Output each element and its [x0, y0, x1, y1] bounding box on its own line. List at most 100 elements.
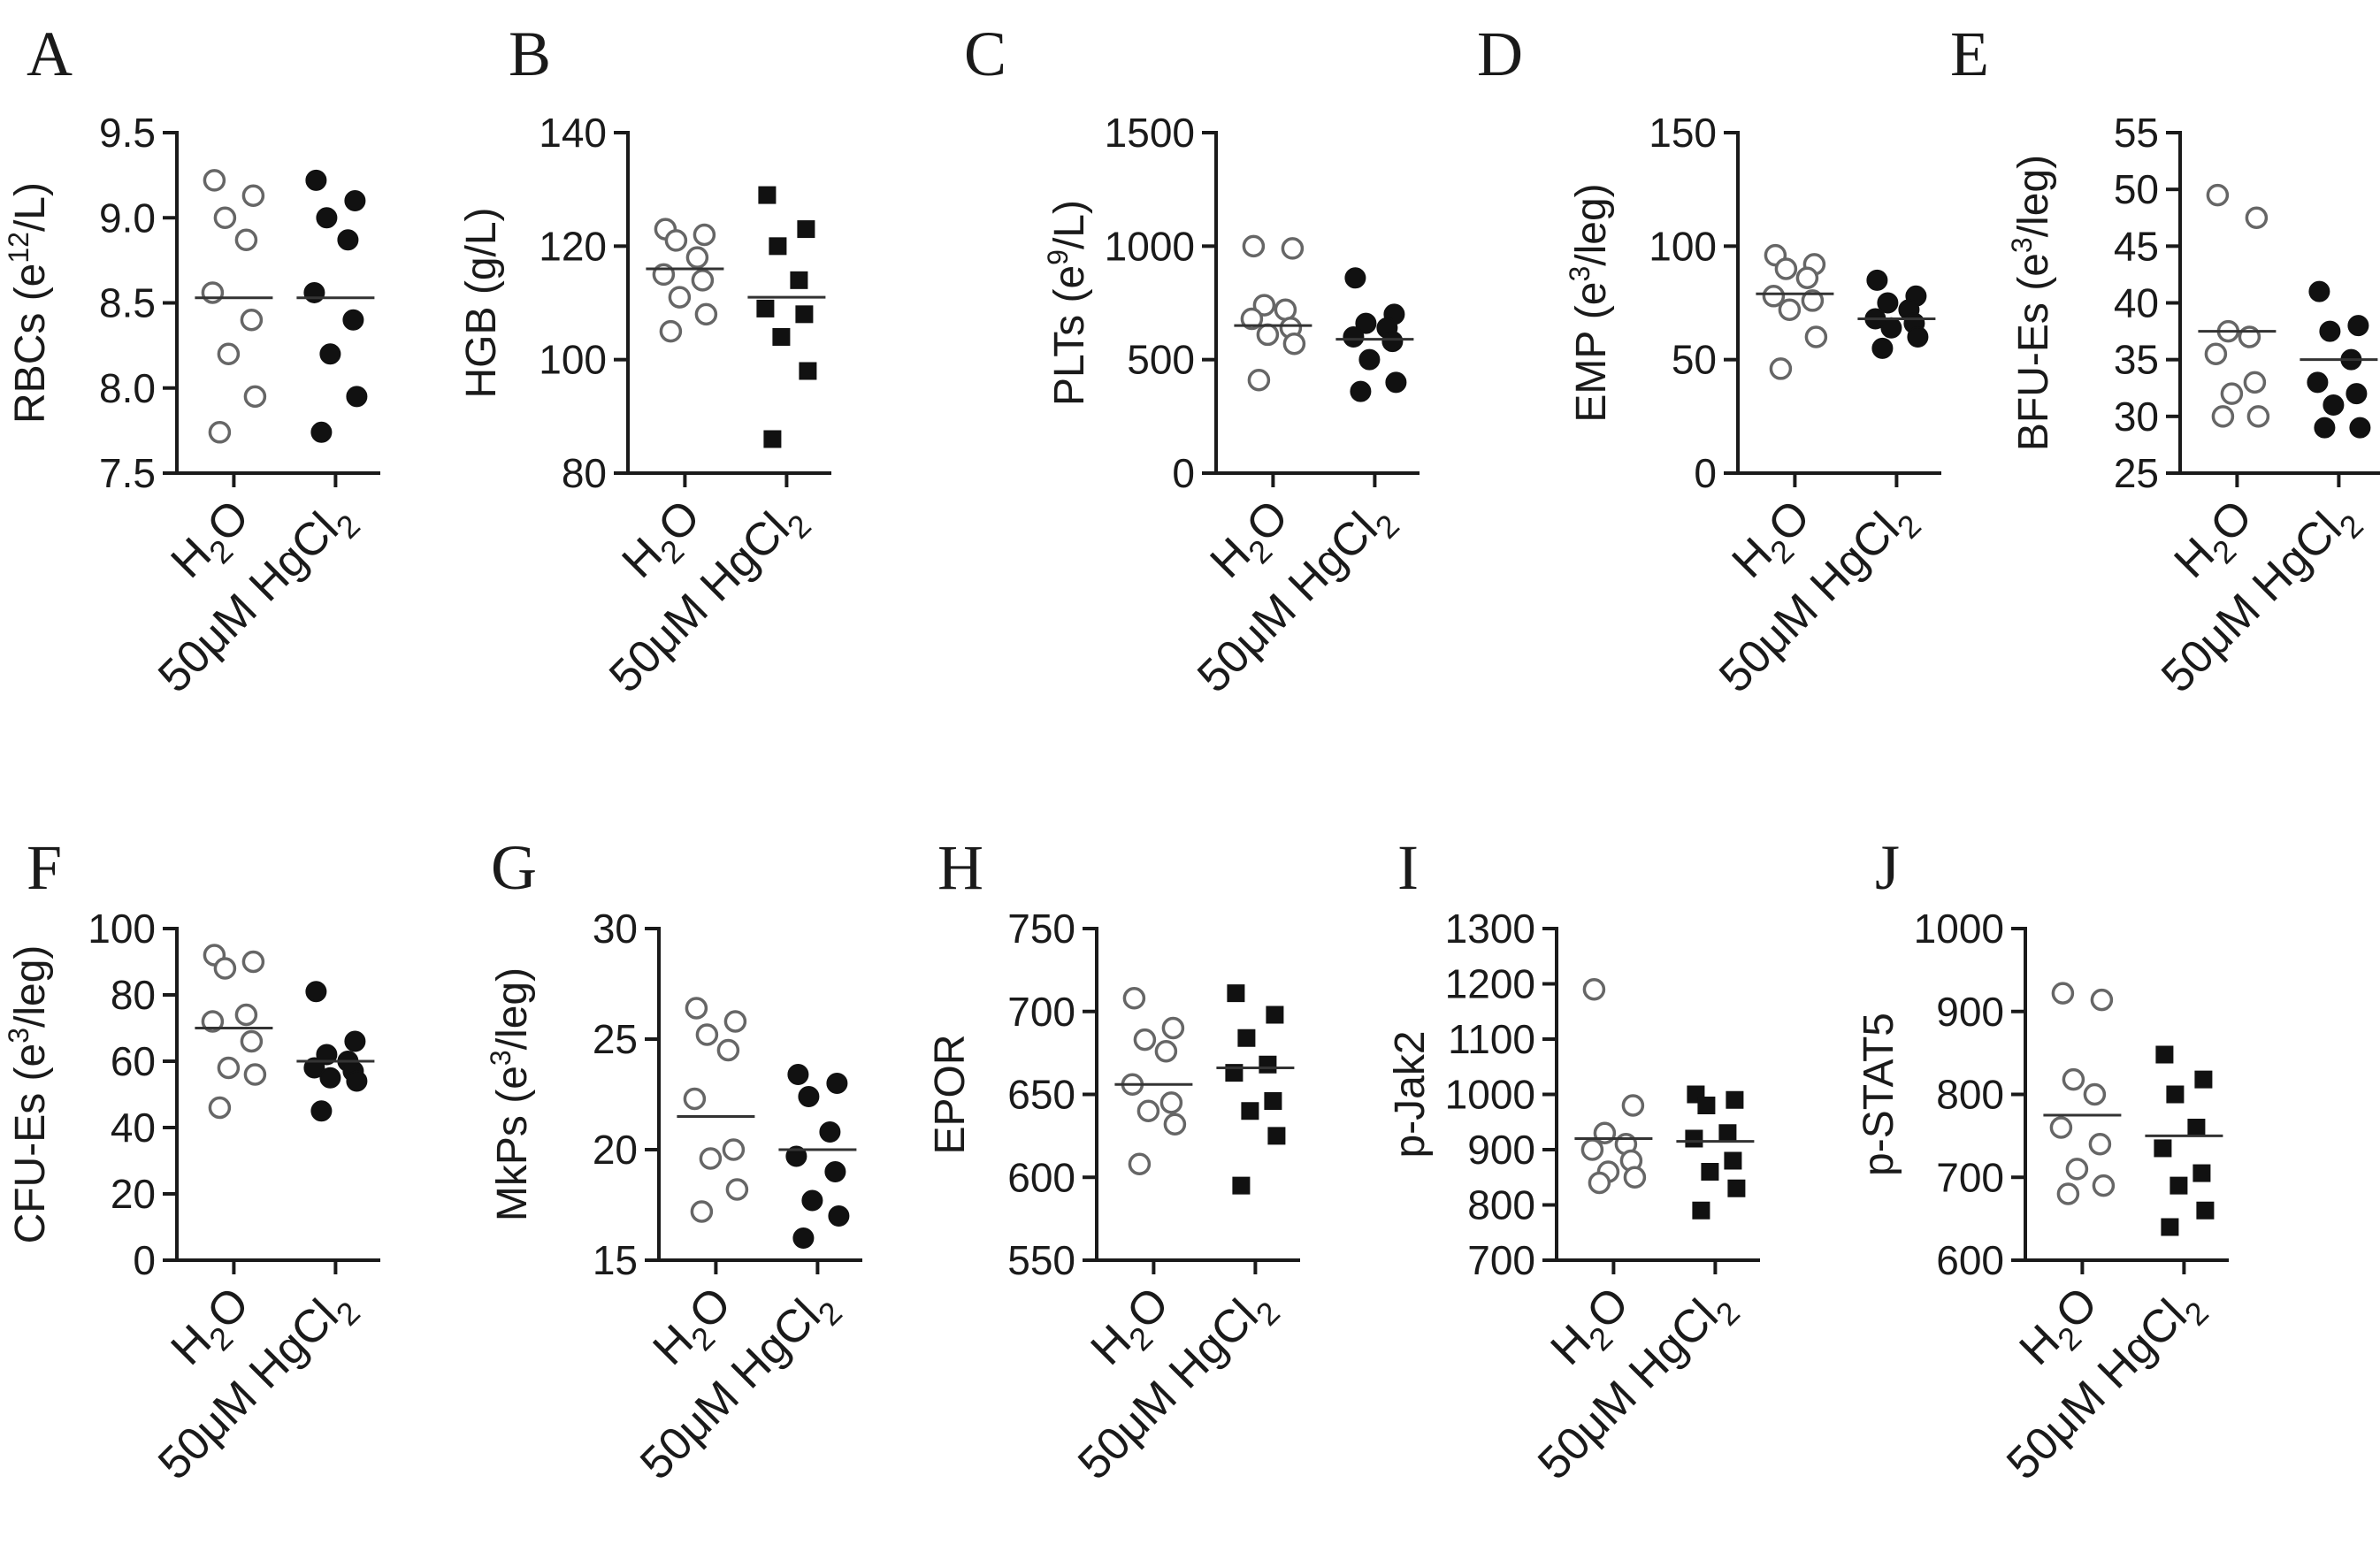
y-tick-label: 100 [539, 337, 607, 383]
y-tick-label: 650 [1007, 1072, 1075, 1118]
data-point [310, 1100, 333, 1122]
data-point [2307, 371, 2329, 394]
data-point [1281, 237, 1305, 260]
y-tick-label: 30 [593, 906, 638, 952]
panel-i: I7008009001000110012001300p-Jak2H2O50μM … [1387, 832, 1760, 1489]
y-tick-label: 80 [111, 972, 156, 1018]
data-point [792, 1227, 815, 1249]
y-tick-label: 700 [1936, 1154, 2004, 1200]
y-tick-label: 700 [1007, 989, 1075, 1035]
data-point [722, 1138, 746, 1161]
panel-letter: G [491, 832, 537, 903]
data-point [342, 309, 364, 331]
y-tick-label: 1000 [1445, 1072, 1535, 1118]
data-point [316, 207, 338, 229]
data-point [685, 246, 709, 269]
data-point [319, 343, 341, 365]
x-label-hgcl2: 50μM HgCl2 [1997, 1277, 2215, 1495]
data-point [1266, 1006, 1284, 1024]
data-point [1122, 987, 1146, 1010]
y-axis-label-sup: 3 [3, 1028, 34, 1044]
data-point [695, 1023, 719, 1046]
data-point [1242, 234, 1266, 258]
y-axis-label-text: HGB (g/L) [458, 207, 505, 398]
data-point [319, 1067, 341, 1089]
y-axis-label-sup: 3 [2006, 237, 2038, 253]
data-point [2166, 1085, 2185, 1104]
data-point [217, 342, 241, 365]
data-point [691, 269, 715, 292]
y-tick-label: 8.0 [99, 365, 156, 411]
data-point [1241, 1102, 1259, 1120]
data-point [1724, 1151, 1742, 1170]
data-point [659, 319, 683, 343]
data-point [2092, 1174, 2116, 1197]
y-tick-label: 800 [1936, 1072, 2004, 1118]
data-point [1804, 325, 1828, 348]
data-point [763, 430, 782, 448]
y-axis-label-text: BFU-Es (e [2010, 253, 2057, 451]
y-tick-label: 1300 [1445, 906, 1535, 952]
panel-letter: D [1477, 19, 1523, 89]
x-label-hgcl2: 50μM HgCl2 [149, 1277, 367, 1495]
panel-letter: C [964, 19, 1006, 89]
data-point [213, 957, 237, 980]
y-tick-label: 50 [2114, 166, 2159, 212]
y-tick-label: 900 [1936, 989, 2004, 1035]
y-axis-label-end: /leg) [489, 967, 536, 1050]
data-point [1801, 289, 1825, 312]
data-point [310, 421, 333, 443]
data-point [1769, 357, 1793, 380]
data-point [2056, 1182, 2080, 1205]
data-point [664, 229, 688, 252]
data-point [1358, 348, 1381, 371]
y-tick-label: 1100 [1448, 1016, 1535, 1062]
y-axis-label: MkPs (e3/leg) [485, 967, 536, 1221]
data-point [2211, 405, 2235, 428]
data-point [213, 206, 237, 229]
data-point [1128, 1152, 1152, 1175]
y-axis-label-text: p-Jak2 [1387, 1030, 1434, 1158]
data-point [1623, 1166, 1647, 1189]
y-tick-label: 55 [2114, 110, 2159, 156]
x-label-hgcl2: 50μM HgCl2 [631, 1277, 849, 1495]
data-point [683, 1087, 707, 1111]
y-tick-label: 40 [111, 1105, 156, 1151]
x-label-hgcl2: 50μM HgCl2 [2152, 490, 2370, 708]
y-axis-label-sup: 9 [1042, 249, 1074, 265]
x-label-hgcl2: 50μM HgCl2 [600, 490, 818, 708]
data-point [2193, 1164, 2211, 1182]
data-point [2308, 280, 2330, 302]
y-tick-label: 900 [1467, 1127, 1535, 1173]
data-point [316, 1044, 338, 1066]
y-tick-label: 1500 [1105, 110, 1195, 156]
y-tick-label: 1200 [1445, 961, 1535, 1007]
data-point [346, 1070, 368, 1092]
y-tick-label: 15 [593, 1237, 638, 1283]
panel-letter: B [509, 19, 551, 89]
data-point [1795, 266, 1819, 290]
data-point [201, 281, 225, 304]
data-point [1161, 1016, 1185, 1040]
y-tick-label: 1000 [1105, 223, 1195, 269]
data-point [758, 186, 777, 204]
data-point [1136, 1099, 1160, 1122]
data-point [1580, 1138, 1604, 1161]
y-tick-label: 100 [1649, 223, 1717, 269]
data-point [208, 421, 232, 444]
data-point [1237, 1029, 1256, 1047]
data-point [217, 1056, 241, 1080]
data-point [723, 1010, 747, 1033]
data-point [2346, 383, 2368, 405]
data-point [1692, 1201, 1710, 1220]
panel-letter: J [1875, 832, 1900, 903]
data-point [1274, 298, 1297, 321]
y-axis-label: p-STAT5 [1856, 1013, 1902, 1176]
data-point [693, 223, 716, 247]
data-point [824, 1161, 846, 1182]
y-axis-label: RBCs (e12/L) [3, 182, 54, 424]
y-tick-label: 1000 [1914, 906, 2004, 952]
